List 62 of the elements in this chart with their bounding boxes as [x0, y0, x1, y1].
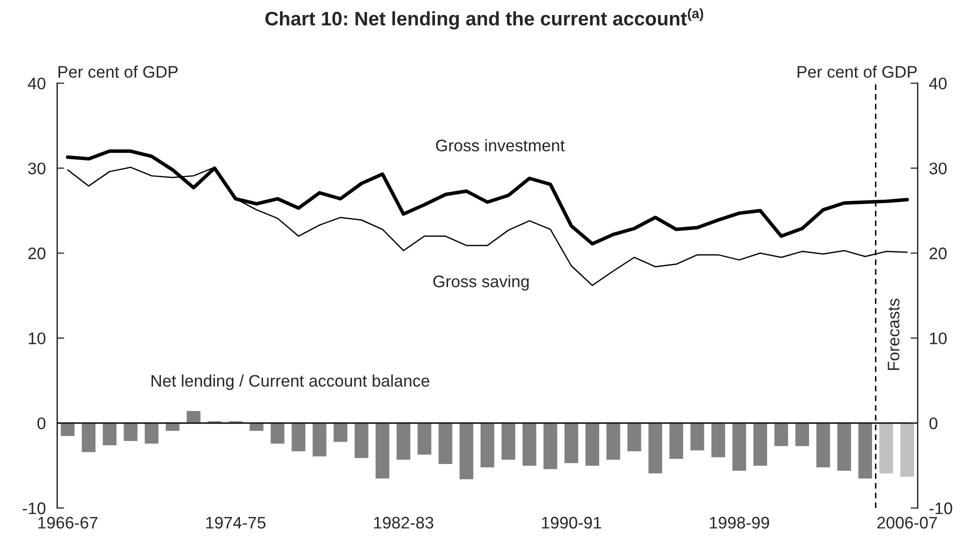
bar [143, 422, 160, 445]
x-tick-label: 1966-67 [38, 516, 98, 529]
bar [374, 422, 391, 480]
bar [479, 422, 496, 469]
y2-tick-label: -10 [929, 502, 952, 514]
bar [395, 422, 412, 462]
x-tick-label: 1982-83 [374, 516, 434, 529]
text: Gross saving [433, 275, 529, 291]
y-tick-label: 30 [28, 162, 46, 174]
bar [437, 422, 454, 466]
y2-axis-title: Per cent of GDP [798, 66, 917, 78]
bar [353, 422, 370, 460]
y2-tick-label: 10 [930, 332, 947, 344]
bar [814, 422, 832, 469]
bar [101, 422, 118, 447]
series-label: Net lending / Current account balance [152, 374, 430, 390]
y-tick-label: 10 [28, 332, 46, 344]
bar [605, 422, 622, 462]
bar [521, 422, 538, 468]
x-tick-label: 2006-07 [877, 516, 937, 529]
bar [772, 422, 790, 448]
bar [710, 422, 727, 459]
bar [185, 410, 202, 424]
bar [584, 422, 601, 468]
bar [290, 422, 307, 453]
bar [542, 422, 559, 470]
y2-tick-label: 20 [930, 248, 947, 260]
bar [836, 422, 852, 472]
y-tick-label: 40 [28, 78, 46, 90]
x-tick-label: 1990-91 [542, 516, 602, 529]
bar [689, 422, 706, 452]
y-tick-label: -10 [22, 502, 46, 514]
annotation: Forecasts [888, 298, 900, 370]
bar [269, 422, 286, 445]
bar [856, 422, 874, 480]
y2-tick-label: 30 [929, 162, 947, 174]
y-tick-label: 0 [37, 417, 46, 430]
bar [731, 422, 748, 472]
bar [500, 422, 517, 462]
bar [80, 422, 97, 454]
bar [563, 422, 580, 465]
y2-tick-label: 40 [929, 78, 947, 90]
x-tick-label: 1974-75 [206, 516, 266, 529]
bar [668, 422, 685, 460]
bar [878, 422, 894, 475]
bar [626, 422, 643, 453]
bar [647, 422, 664, 475]
y2-tick-label: 0 [929, 417, 938, 430]
bar [332, 422, 349, 444]
bar [122, 422, 139, 442]
y-tick-label: 20 [28, 248, 46, 260]
bar [311, 422, 328, 458]
bar [416, 422, 433, 456]
bar [752, 422, 768, 468]
text: Gross investment [436, 139, 565, 152]
bar [59, 422, 76, 438]
bar [794, 422, 810, 448]
bar [898, 422, 916, 478]
y-axis-title: Per cent of GDP [58, 66, 178, 78]
bar [458, 422, 475, 481]
chart-title: Chart 10: Net lending and the current account$^{(a)}$ [265, 8, 704, 30]
x-tick-label: 1998-99 [710, 516, 770, 529]
